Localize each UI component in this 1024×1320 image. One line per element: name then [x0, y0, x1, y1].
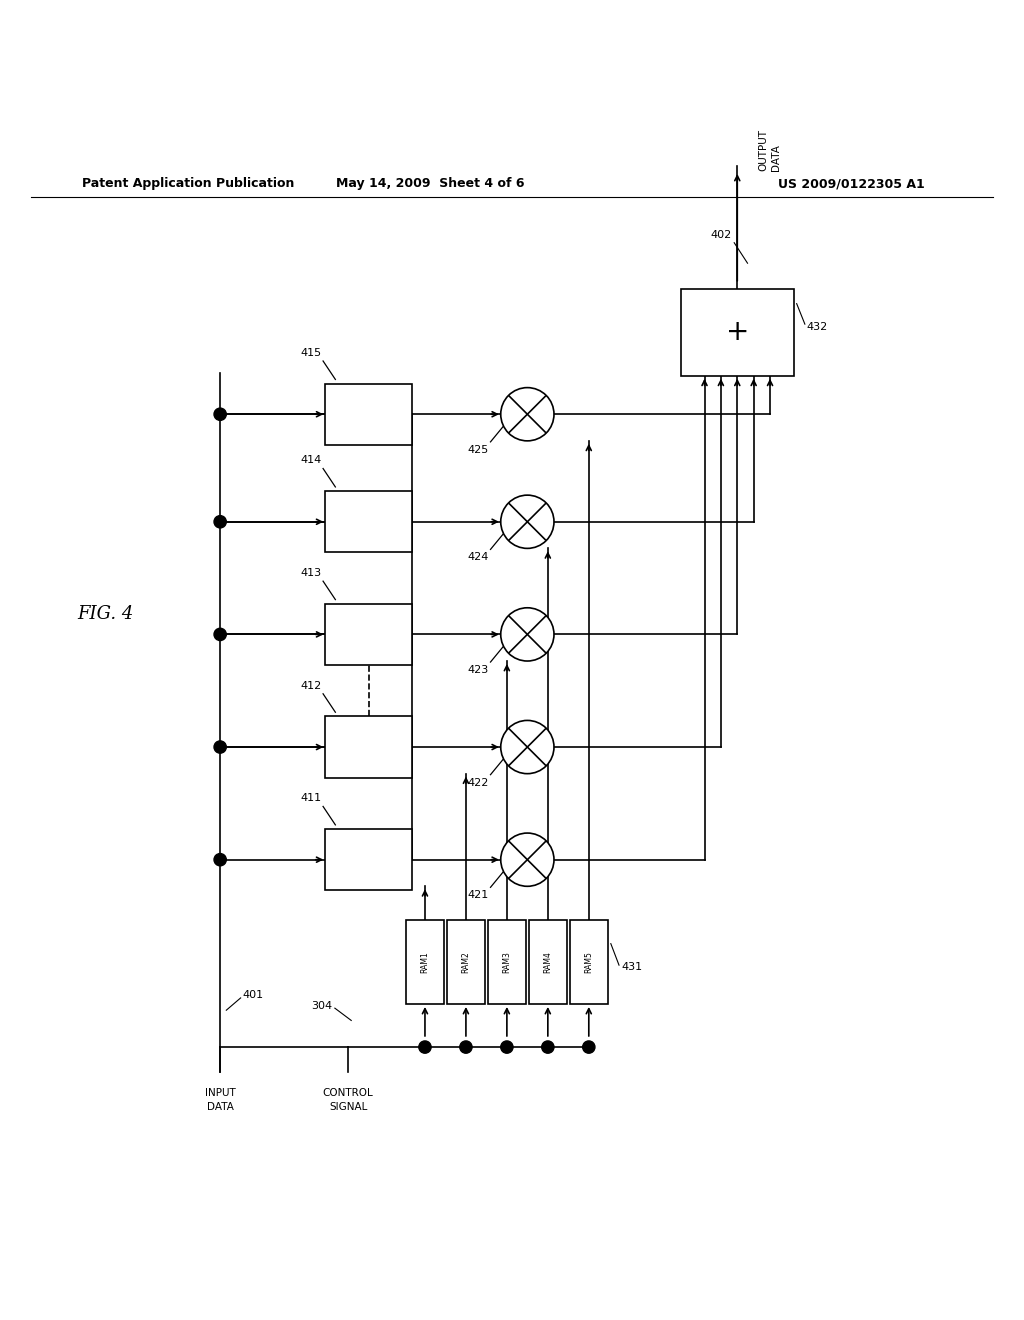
Text: 411: 411 — [301, 793, 322, 804]
Circle shape — [214, 516, 226, 528]
Bar — [487, 920, 526, 1005]
Circle shape — [419, 1041, 431, 1053]
Text: 432: 432 — [807, 322, 828, 333]
Text: 413: 413 — [301, 568, 322, 578]
Text: 425: 425 — [467, 445, 488, 455]
Text: FIG. 4: FIG. 4 — [77, 605, 133, 623]
Bar — [446, 920, 485, 1005]
Bar — [406, 920, 443, 1005]
Text: DATA: DATA — [771, 144, 781, 172]
Text: RAM2: RAM2 — [462, 952, 470, 973]
Text: 424: 424 — [467, 553, 488, 562]
Bar — [326, 491, 412, 553]
Circle shape — [501, 721, 554, 774]
Text: 415: 415 — [301, 348, 322, 358]
Bar — [681, 289, 794, 376]
Circle shape — [214, 854, 226, 866]
Bar — [326, 384, 412, 445]
Text: 401: 401 — [243, 990, 264, 999]
Circle shape — [501, 388, 554, 441]
Circle shape — [214, 408, 226, 420]
Bar — [569, 920, 608, 1005]
Text: RAM4: RAM4 — [544, 952, 552, 973]
Text: CONTROL: CONTROL — [323, 1088, 374, 1098]
Text: 422: 422 — [467, 777, 488, 788]
Text: 431: 431 — [621, 962, 642, 973]
Circle shape — [460, 1041, 472, 1053]
Text: 412: 412 — [301, 681, 322, 690]
Text: INPUT: INPUT — [205, 1088, 236, 1098]
Text: 414: 414 — [301, 455, 322, 466]
Text: May 14, 2009  Sheet 4 of 6: May 14, 2009 Sheet 4 of 6 — [336, 177, 524, 190]
Bar — [326, 603, 412, 665]
Text: OUTPUT: OUTPUT — [758, 129, 768, 172]
Bar — [326, 717, 412, 777]
Text: US 2009/0122305 A1: US 2009/0122305 A1 — [778, 177, 925, 190]
Text: +: + — [726, 318, 749, 346]
Text: 304: 304 — [311, 1001, 333, 1011]
Text: RAM5: RAM5 — [585, 952, 593, 973]
Circle shape — [583, 1041, 595, 1053]
Text: Patent Application Publication: Patent Application Publication — [82, 177, 294, 190]
Text: 421: 421 — [467, 891, 488, 900]
Bar — [529, 920, 567, 1005]
Circle shape — [501, 1041, 513, 1053]
Text: DATA: DATA — [207, 1102, 233, 1113]
Circle shape — [501, 833, 554, 886]
Circle shape — [542, 1041, 554, 1053]
Text: SIGNAL: SIGNAL — [329, 1102, 368, 1113]
Circle shape — [214, 741, 226, 754]
Text: RAM1: RAM1 — [421, 952, 429, 973]
Bar — [326, 829, 412, 891]
Circle shape — [501, 607, 554, 661]
Circle shape — [214, 628, 226, 640]
Text: 423: 423 — [467, 665, 488, 675]
Text: RAM3: RAM3 — [503, 952, 511, 973]
Text: 402: 402 — [711, 230, 732, 240]
Circle shape — [501, 495, 554, 548]
